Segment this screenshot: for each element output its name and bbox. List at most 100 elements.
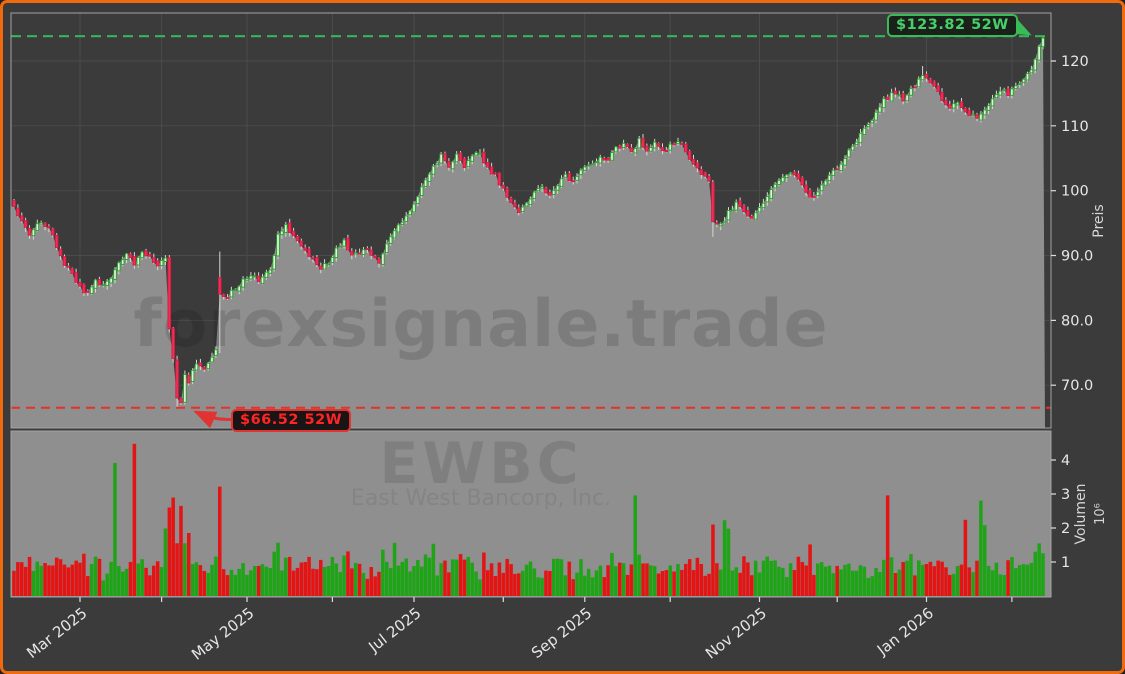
volume-bar xyxy=(614,566,618,596)
candle xyxy=(808,190,812,198)
volume-bar xyxy=(381,549,385,596)
volume-bar xyxy=(159,567,164,596)
volume-bar xyxy=(862,566,867,596)
volume-bar xyxy=(816,563,820,596)
candle xyxy=(637,137,641,149)
candle xyxy=(462,158,467,169)
candle xyxy=(427,173,432,183)
candle xyxy=(668,143,672,151)
price-tick-label: 120 xyxy=(1061,54,1089,70)
volume-bar xyxy=(808,544,812,596)
volume-bar xyxy=(924,564,929,596)
candle xyxy=(839,163,843,172)
candle xyxy=(214,349,218,357)
volume-bar xyxy=(163,528,168,596)
candle xyxy=(850,145,855,151)
volume-bar xyxy=(175,543,179,596)
volume-bar xyxy=(722,520,727,596)
volume-bar xyxy=(940,561,944,596)
volume-axis-label: Volumen xyxy=(1073,484,1089,545)
volume-bar xyxy=(51,565,55,596)
volume-bar xyxy=(827,565,832,596)
volume-bar xyxy=(687,559,692,596)
volume-bar xyxy=(420,566,424,596)
candle xyxy=(746,210,750,217)
candle xyxy=(357,252,362,255)
candle xyxy=(847,149,851,158)
volume-bar xyxy=(819,562,824,596)
candle xyxy=(1002,88,1006,91)
volume-bar xyxy=(210,564,214,596)
volume-bar xyxy=(983,525,987,596)
volume-bar xyxy=(792,570,797,596)
volume-bar xyxy=(963,519,968,596)
volume-bar xyxy=(311,568,315,596)
volume-bar xyxy=(287,556,292,596)
candle xyxy=(520,206,525,212)
x-tick-label: Jul 2025 xyxy=(364,604,424,656)
price-tick-label: 70.0 xyxy=(1061,378,1093,394)
volume-bar xyxy=(575,572,579,596)
candle xyxy=(202,366,207,370)
candle xyxy=(381,253,385,265)
candle xyxy=(315,257,319,266)
x-tick-label: Mar 2025 xyxy=(23,604,90,662)
candle xyxy=(971,113,975,116)
volume-bar xyxy=(214,556,218,596)
candle xyxy=(773,183,777,189)
volume-bar xyxy=(171,497,175,596)
volume-bar xyxy=(470,562,474,596)
volume-bar xyxy=(1002,575,1006,596)
candle xyxy=(396,224,401,233)
volume-tick-label: 1 xyxy=(1061,555,1070,571)
candle xyxy=(186,374,191,384)
candle xyxy=(598,156,603,164)
candle xyxy=(12,200,16,207)
candle xyxy=(43,222,47,227)
candle xyxy=(781,176,785,183)
candle xyxy=(753,212,758,220)
volume-bar xyxy=(878,572,882,596)
candle xyxy=(365,248,370,250)
candle xyxy=(986,105,991,111)
volume-bar xyxy=(513,573,517,596)
candle xyxy=(412,203,416,213)
volume-bar xyxy=(691,570,696,596)
candle xyxy=(148,254,152,257)
volume-bar xyxy=(851,570,855,596)
candle xyxy=(948,104,952,109)
candle xyxy=(916,78,921,88)
candle xyxy=(983,109,987,116)
volume-bar xyxy=(39,565,43,596)
volume-bar xyxy=(901,562,905,596)
volume-bar xyxy=(804,565,808,596)
candle xyxy=(575,175,579,181)
volume-bar xyxy=(105,573,109,596)
volume-bar xyxy=(750,575,754,596)
candle xyxy=(843,158,847,166)
candle xyxy=(555,185,560,191)
volume-bar xyxy=(726,528,731,596)
volume-bar xyxy=(699,564,704,596)
candle xyxy=(388,236,393,244)
candle xyxy=(955,102,960,106)
candle xyxy=(454,153,459,163)
candle xyxy=(920,75,925,81)
candle xyxy=(54,234,59,249)
volume-bar xyxy=(474,571,478,596)
volume-bar xyxy=(221,569,226,596)
candle xyxy=(280,230,284,236)
volume-bar xyxy=(571,579,575,596)
volume-bar xyxy=(524,564,529,596)
volume-bar xyxy=(1006,560,1010,596)
volume-bar xyxy=(466,556,471,596)
candle xyxy=(194,363,199,371)
candle xyxy=(334,247,339,258)
candle xyxy=(1010,88,1014,96)
candle xyxy=(559,178,564,187)
candle xyxy=(699,168,704,175)
candle xyxy=(660,147,665,152)
volume-bar xyxy=(928,561,933,596)
candle xyxy=(819,184,824,192)
volume-bar xyxy=(544,570,548,596)
